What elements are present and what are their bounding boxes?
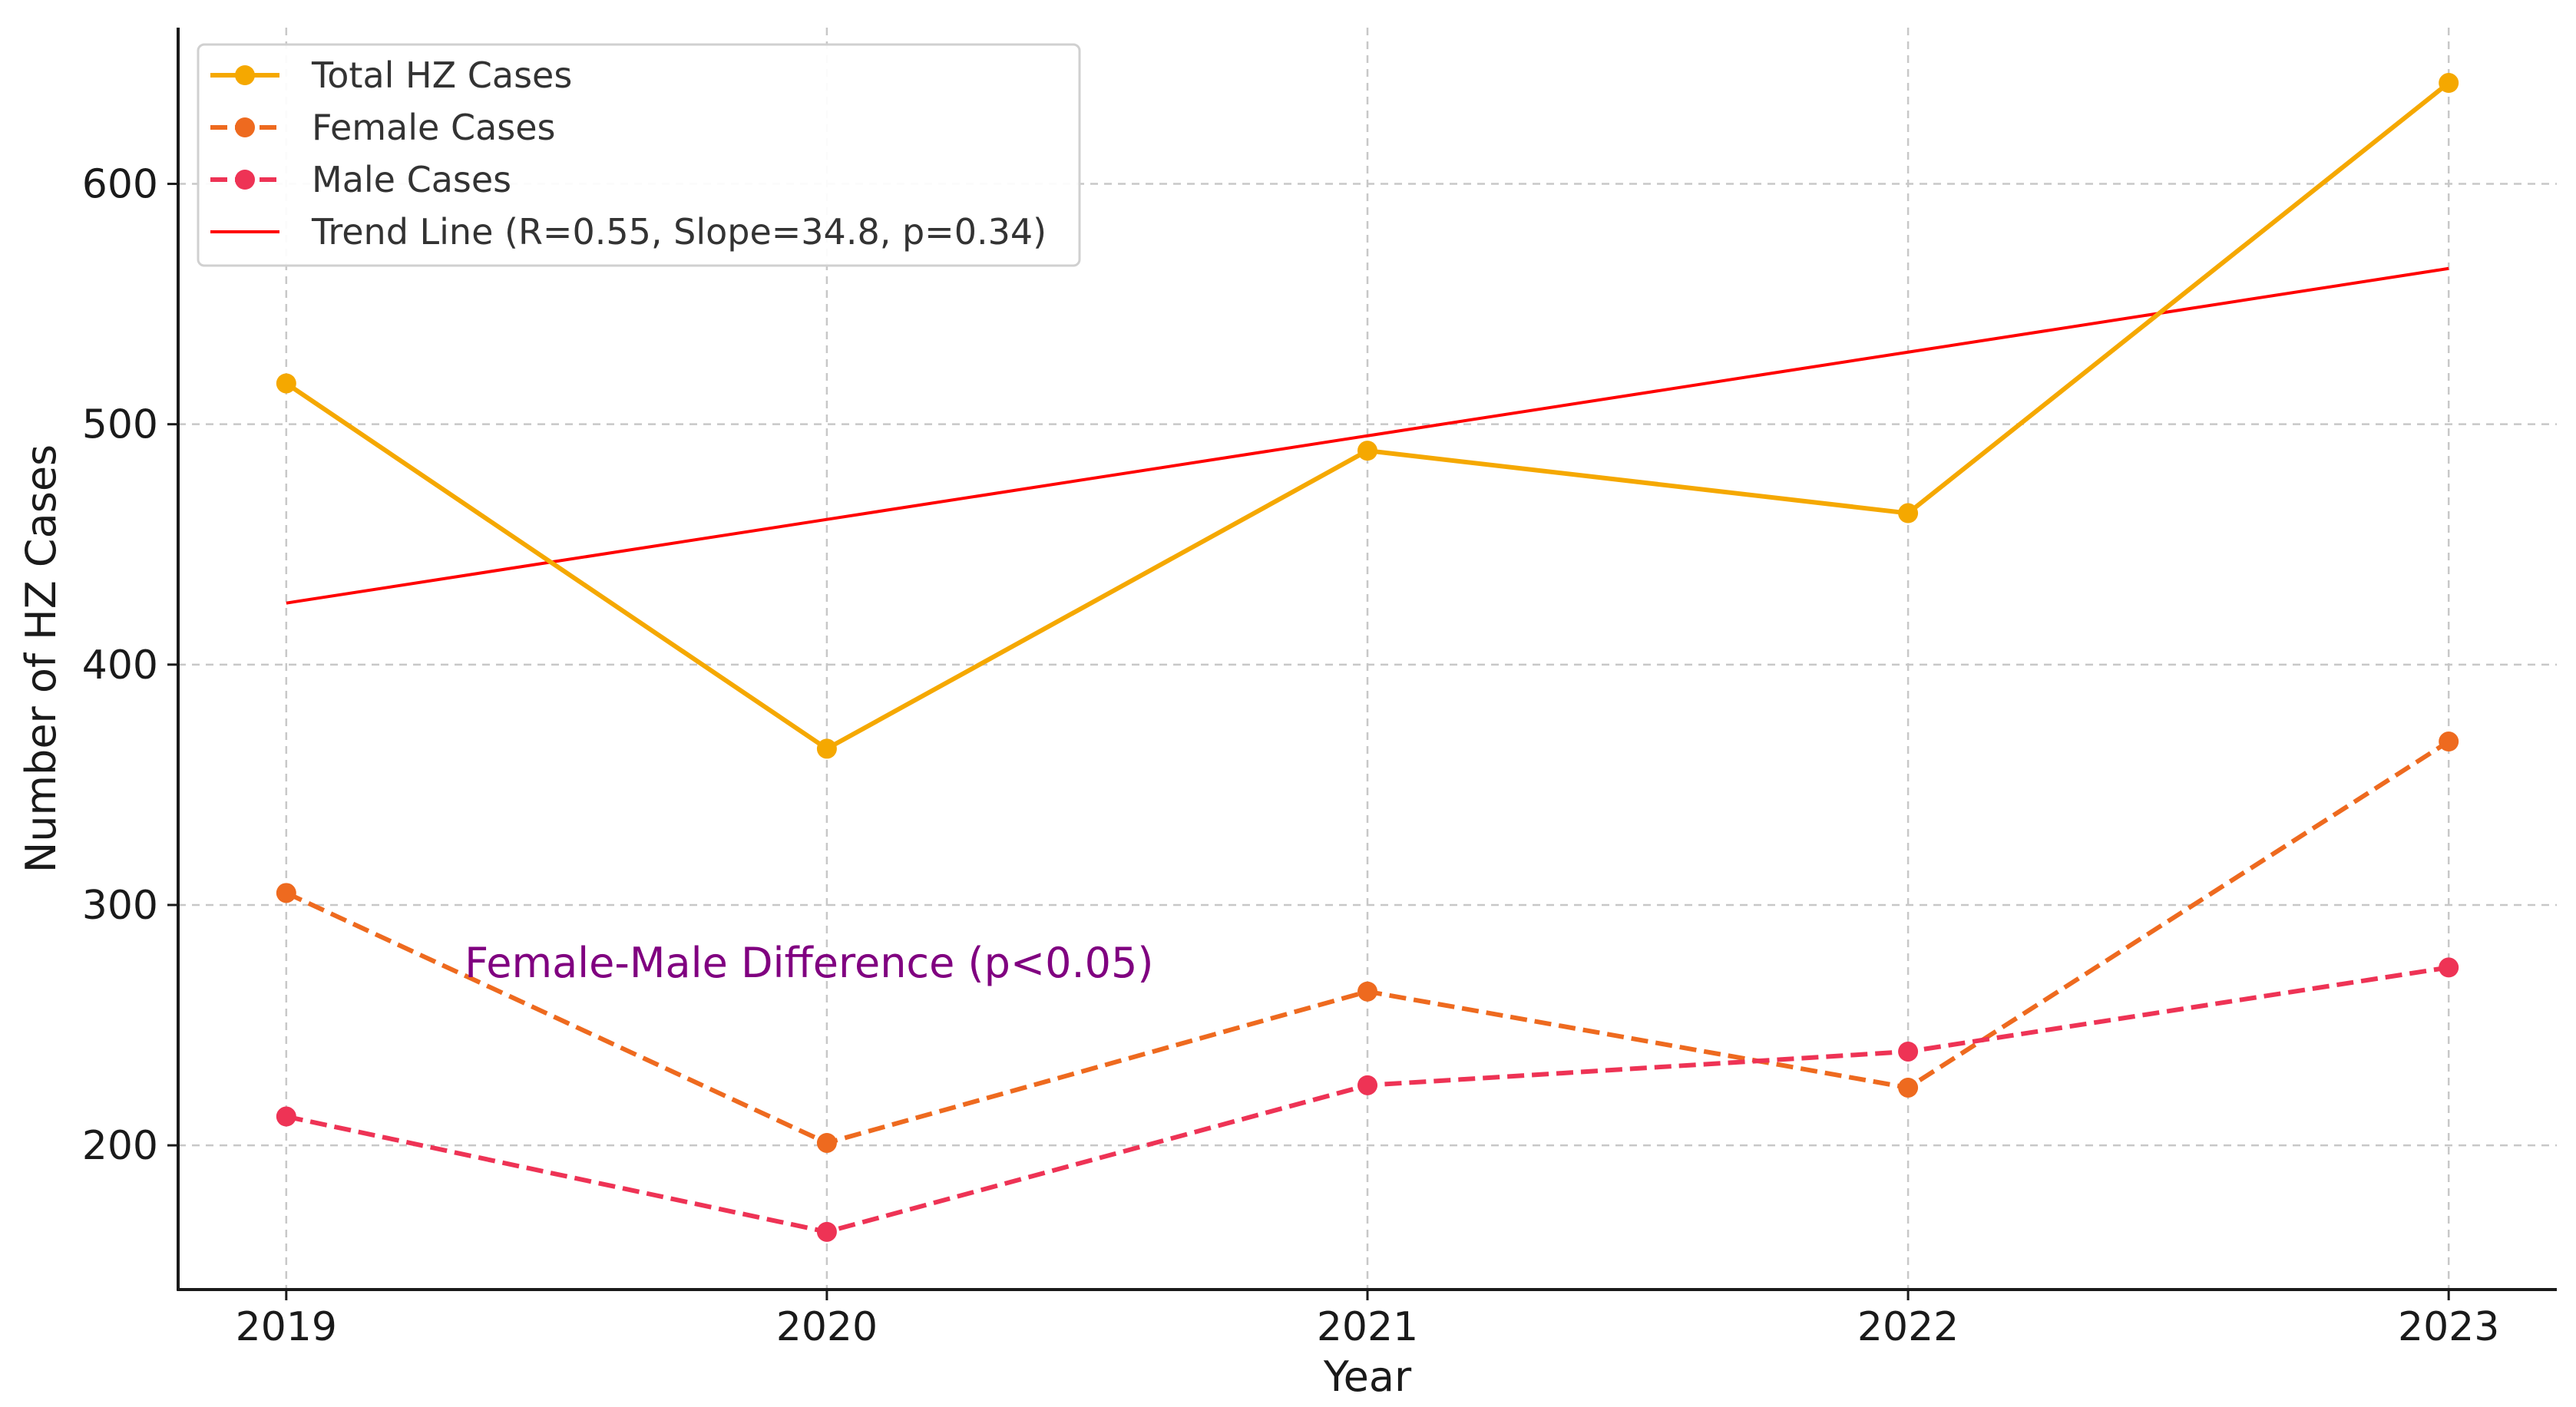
legend-box [197,43,1081,267]
x-tick-label: 2020 [776,1304,878,1350]
data-point-female [1898,1077,1919,1098]
legend-marker [235,170,255,190]
data-point-female [1357,981,1377,1002]
data-point-male [1898,1041,1919,1062]
y-tick-label: 200 [82,1123,158,1169]
x-tick-label: 2023 [2398,1304,2499,1350]
grid [178,28,2557,1290]
data-point-male [276,1106,296,1127]
y-axis-label: Number of HZ Cases [17,444,65,873]
data-point-male [2439,957,2459,978]
series-line-trend [286,266,2449,605]
data-point-total [2439,73,2459,94]
data-point-male [816,1221,837,1242]
y-tick-label: 600 [82,162,158,208]
legend-marker [235,65,255,85]
x-tick-label: 2022 [1857,1304,1959,1350]
data-point-male [1357,1075,1377,1095]
x-tick-label: 2021 [1317,1304,1418,1350]
data-point-total [276,373,296,394]
legend: Total HZ Cases Female Cases Male Cases Tren… [197,43,1081,267]
legend-label: Total HZ Cases [311,54,572,96]
legend-label: Female Cases [312,107,556,148]
annotations: Female-Male Difference (p<0.05) [465,939,1153,987]
axes: 2019 2020 2021 2022 2023 200 300 400 500 600 Year N… [17,28,2557,1401]
data-point-total [1898,503,1919,523]
data-point-female [276,883,296,903]
data-point-female [2439,732,2459,752]
data-point-female [816,1132,837,1153]
y-tick-label: 300 [82,883,158,929]
legend-label: Male Cases [312,159,511,200]
data-point-total [816,738,837,759]
legend-marker [235,117,255,137]
y-tick-label: 500 [82,402,158,448]
annotation-text: Female-Male Difference (p<0.05) [465,939,1153,987]
y-tick-label: 400 [82,642,158,689]
data-point-total [1357,441,1377,461]
x-axis-label: Year [1323,1353,1412,1401]
series [276,73,2459,1242]
x-tick-label: 2019 [236,1304,337,1350]
legend-label: Trend Line (R=0.55, Slope=34.8, p=0.34) [311,211,1047,253]
